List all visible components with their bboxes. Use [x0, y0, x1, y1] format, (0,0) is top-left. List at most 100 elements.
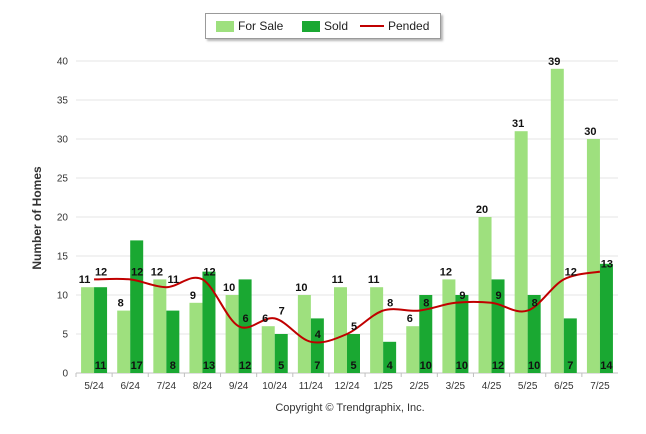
for-sale-bar — [442, 279, 456, 373]
sold-data-label: 17 — [131, 360, 143, 372]
for-sale-bar — [225, 295, 239, 373]
x-tick-label: 9/24 — [229, 381, 249, 392]
for-sale-bar — [81, 287, 95, 373]
sold-bar — [563, 318, 577, 373]
pended-data-label: 5 — [351, 321, 357, 333]
for-sale-data-label: 12 — [151, 266, 163, 278]
pended-data-label: 12 — [131, 266, 143, 278]
for-sale-swatch — [216, 20, 234, 32]
x-tick-label: 11/24 — [299, 381, 324, 392]
for-sale-data-label: 12 — [440, 266, 452, 278]
chart-legend: For Sale Sold Pended — [205, 13, 441, 39]
y-tick-label: 15 — [57, 252, 69, 263]
y-tick-label: 20 — [57, 213, 69, 224]
pended-data-label: 11 — [168, 274, 180, 286]
x-tick-label: 12/24 — [334, 381, 359, 392]
for-sale-data-label: 11 — [368, 274, 380, 286]
sold-data-label: 12 — [239, 360, 251, 372]
y-tick-label: 30 — [57, 135, 69, 146]
y-tick-label: 5 — [62, 330, 68, 341]
sold-data-label: 14 — [600, 360, 613, 372]
y-tick-label: 0 — [62, 369, 68, 380]
for-sale-data-label: 6 — [262, 313, 268, 325]
x-tick-label: 5/24 — [84, 381, 104, 392]
sold-swatch — [302, 20, 320, 32]
sold-bar — [166, 310, 180, 373]
x-tick-label: 6/24 — [120, 381, 140, 392]
sold-bar — [347, 334, 360, 373]
for-sale-data-label: 30 — [584, 126, 596, 138]
sold-data-label: 7 — [567, 360, 573, 372]
for-sale-data-label: 10 — [223, 282, 235, 294]
for-sale-bar — [189, 302, 203, 373]
for-sale-data-label: 20 — [476, 204, 488, 216]
sold-bar — [527, 295, 541, 373]
for-sale-bar — [370, 287, 384, 373]
for-sale-data-label: 6 — [407, 313, 413, 325]
pended-data-label: 7 — [279, 305, 285, 317]
for-sale-data-label: 11 — [332, 274, 344, 286]
x-tick-label: 3/25 — [446, 381, 466, 392]
x-tick-label: 4/25 — [482, 381, 502, 392]
pended-data-label: 8 — [387, 298, 393, 310]
pended-data-label: 6 — [243, 313, 249, 325]
for-sale-data-label: 8 — [118, 298, 124, 310]
sold-data-label: 5 — [278, 360, 284, 372]
for-sale-bar — [586, 139, 600, 373]
for-sale-bar — [153, 279, 167, 373]
x-tick-label: 7/24 — [157, 381, 177, 392]
for-sale-bar — [117, 310, 131, 373]
legend-label-sold: Sold — [324, 19, 349, 33]
pended-data-label: 13 — [601, 259, 613, 271]
x-tick-label: 5/25 — [518, 381, 538, 392]
sold-bar — [310, 318, 324, 373]
for-sale-data-label: 10 — [295, 282, 307, 294]
pended-data-label: 4 — [315, 329, 322, 341]
y-tick-label: 10 — [57, 291, 69, 302]
pended-data-label: 12 — [95, 266, 107, 278]
legend-label-pended: Pended — [388, 19, 430, 33]
for-sale-bar — [261, 326, 275, 373]
sold-data-label: 10 — [456, 360, 468, 372]
for-sale-data-label: 31 — [512, 118, 524, 130]
pended-data-label: 9 — [459, 290, 465, 302]
sold-data-label: 12 — [492, 360, 504, 372]
sold-data-label: 5 — [350, 360, 356, 372]
x-tick-label: 1/25 — [373, 381, 393, 392]
sold-bar — [455, 295, 469, 373]
for-sale-data-label: 11 — [79, 274, 91, 286]
pended-data-label: 9 — [495, 290, 501, 302]
sold-bar — [419, 295, 433, 373]
legend-label-for-sale: For Sale — [238, 19, 284, 33]
sold-data-label: 13 — [203, 360, 215, 372]
x-tick-label: 6/25 — [554, 381, 574, 392]
sold-bar — [274, 334, 288, 373]
pended-line — [94, 270, 601, 344]
for-sale-bar — [334, 287, 347, 373]
x-tick-label: 8/24 — [193, 381, 213, 392]
sold-bar — [238, 279, 252, 373]
legend-item-sold[interactable]: Sold — [302, 14, 348, 38]
pended-data-label: 12 — [565, 266, 577, 278]
legend-item-pended[interactable]: Pended — [360, 14, 429, 38]
x-tick-label: 2/25 — [410, 381, 430, 392]
sold-data-label: 10 — [528, 360, 540, 372]
for-sale-bar — [478, 217, 492, 373]
y-tick-label: 35 — [57, 96, 69, 107]
for-sale-data-label: 9 — [190, 290, 196, 302]
sold-bar — [94, 287, 108, 373]
pended-data-label: 12 — [203, 266, 215, 278]
for-sale-bar — [297, 295, 311, 373]
x-tick-label: 10/24 — [262, 381, 287, 392]
y-tick-label: 40 — [57, 57, 69, 68]
for-sale-bar — [514, 131, 528, 373]
sold-data-label: 4 — [387, 360, 394, 372]
pended-data-label: 8 — [423, 298, 429, 310]
sold-bar — [202, 271, 216, 373]
legend-item-for-sale[interactable]: For Sale — [216, 14, 283, 38]
y-tick-label: 25 — [57, 174, 69, 185]
for-sale-bar — [406, 326, 420, 373]
for-sale-bar — [550, 68, 564, 374]
sold-bar — [130, 240, 144, 373]
